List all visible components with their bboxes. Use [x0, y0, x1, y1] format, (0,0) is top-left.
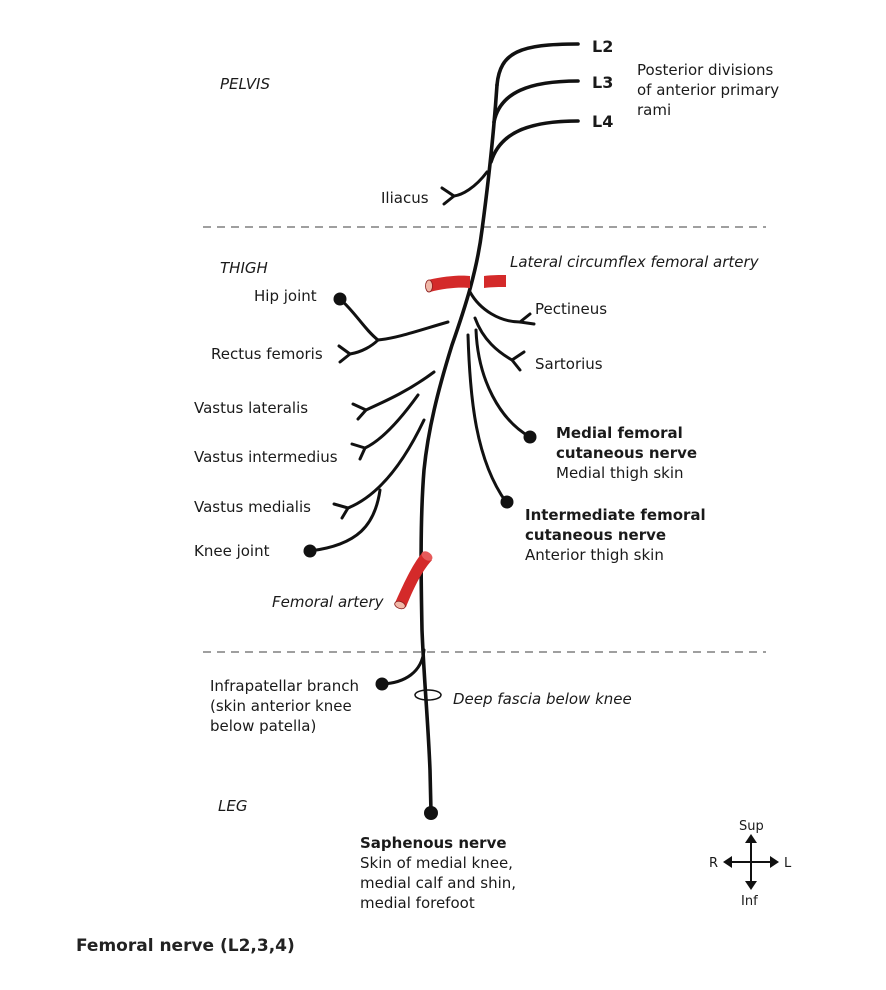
vastus-intermedius-label: Vastus intermedius: [194, 448, 338, 466]
medial-femoral-title-1: Medial femoral: [556, 424, 683, 442]
lateral-circumflex-artery: [425, 275, 506, 293]
root-note-line-3: rami: [637, 101, 671, 119]
pectineus-label: Pectineus: [535, 300, 607, 318]
knee-joint-branch: [308, 488, 382, 553]
medial-femoral-title-2: cutaneous nerve: [556, 444, 697, 462]
saphenous-sub-1: Skin of medial knee,: [360, 854, 513, 872]
iliacus-branch: [452, 170, 489, 198]
root-l3-path: [492, 79, 580, 124]
vastus-medialis-branch: [346, 418, 426, 510]
compass-down-arrow-icon: [745, 881, 757, 890]
hip-joint-branch: [338, 297, 380, 342]
vastus-lateralis-fork: [351, 402, 368, 421]
pectineus-branch: [468, 290, 522, 324]
lateral-circumflex-label: Lateral circumflex femoral artery: [510, 253, 760, 271]
root-l3-label: L3: [592, 73, 613, 92]
rectus-femoris-branch: [348, 338, 380, 356]
vastus-medialis-fork: [332, 502, 350, 520]
hip-joint-terminal: [333, 292, 347, 306]
infrapatellar-line-1: Infrapatellar branch: [210, 677, 359, 695]
intermediate-femoral-title-2: cutaneous nerve: [525, 526, 666, 544]
deep-fascia-label: Deep fascia below knee: [453, 690, 632, 708]
pectineus-fork: [518, 312, 536, 326]
compass-inf-label: Inf: [741, 894, 758, 909]
root-note-line-1: Posterior divisions: [637, 61, 773, 79]
femoral-artery: [394, 551, 433, 610]
iliacus-label: Iliacus: [381, 189, 429, 207]
intermediate-femoral-terminal: [500, 495, 514, 509]
medial-femoral-terminal: [523, 430, 537, 444]
saphenous-title: Saphenous nerve: [360, 834, 507, 852]
hip-rectus-branch: [376, 320, 450, 342]
root-l4-path: [489, 119, 580, 164]
compass-up-arrow-icon: [745, 834, 757, 843]
orientation-compass: Sup Inf R L: [709, 819, 792, 909]
compass-r-label: R: [709, 856, 718, 871]
hip-joint-label: Hip joint: [254, 287, 317, 305]
compass-right-arrow-icon: [770, 856, 779, 868]
medial-femoral-sub: Medial thigh skin: [556, 464, 684, 482]
intermediate-femoral-cutaneous-branch: [466, 333, 508, 504]
vastus-intermedius-branch: [363, 393, 420, 450]
femoral-artery-label: Femoral artery: [272, 593, 385, 611]
infrapatellar-terminal: [375, 677, 389, 691]
iliacus-fork: [440, 186, 456, 206]
sartorius-label: Sartorius: [535, 355, 603, 373]
knee-joint-terminal: [303, 544, 317, 558]
deep-fascia-ring: [414, 689, 442, 701]
region-thigh-label: THIGH: [220, 259, 268, 277]
intermediate-femoral-title-1: Intermediate femoral: [525, 506, 706, 524]
compass-left-arrow-icon: [723, 856, 732, 868]
infrapatellar-branch: [380, 648, 426, 686]
intermediate-femoral-sub: Anterior thigh skin: [525, 546, 664, 564]
root-l2-path: [495, 42, 580, 87]
vastus-intermedius-fork: [350, 442, 367, 461]
vastus-lateralis-label: Vastus lateralis: [194, 399, 308, 417]
region-leg-label: LEG: [218, 797, 247, 815]
vastus-medialis-label: Vastus medialis: [194, 498, 311, 516]
saphenous-terminal: [424, 806, 438, 820]
root-note-line-2: of anterior primary: [637, 81, 779, 99]
compass-l-label: L: [784, 856, 792, 871]
sartorius-fork: [510, 350, 526, 372]
knee-joint-label: Knee joint: [194, 542, 270, 560]
rectus-femoris-fork: [337, 344, 352, 364]
saphenous-sub-3: medial forefoot: [360, 894, 475, 912]
saphenous-sub-2: medial calf and shin,: [360, 874, 516, 892]
sartorius-branch: [473, 316, 514, 362]
figure-caption: Femoral nerve (L2,3,4): [76, 936, 295, 956]
compass-sup-label: Sup: [739, 819, 764, 834]
root-l4-label: L4: [592, 112, 613, 131]
medial-femoral-cutaneous-branch: [474, 328, 532, 439]
rectus-femoris-label: Rectus femoris: [211, 345, 323, 363]
infrapatellar-line-2: (skin anterior knee: [210, 697, 352, 715]
vastus-lat-int-branch: [364, 370, 436, 412]
infrapatellar-line-3: below patella): [210, 717, 316, 735]
region-pelvis-label: PELVIS: [220, 75, 270, 93]
root-l2-label: L2: [592, 37, 613, 56]
